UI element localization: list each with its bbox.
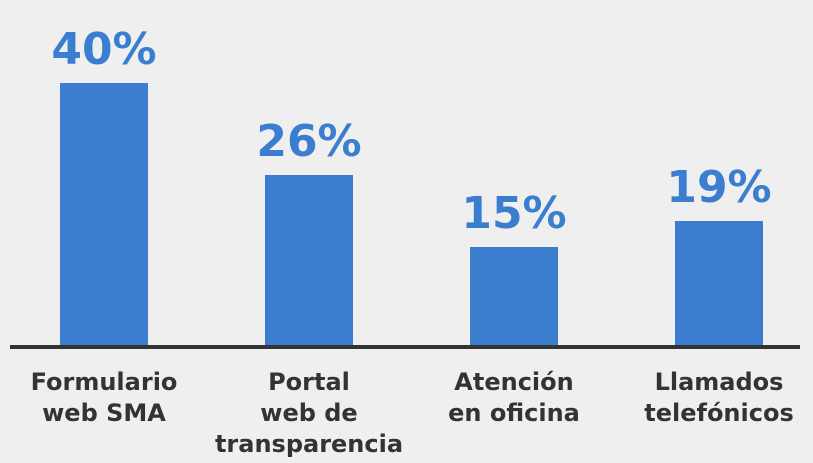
- category-label: Llamados telefónicos: [644, 368, 794, 427]
- category-label: Formulario web SMA: [30, 368, 178, 427]
- value-label: 19%: [666, 161, 772, 213]
- baseline: [10, 345, 800, 349]
- bar: [675, 220, 763, 345]
- category-label: Portal web de transparencia: [214, 368, 404, 458]
- bar: [60, 83, 148, 345]
- value-label: 40%: [51, 24, 157, 75]
- value-label: 26%: [256, 115, 362, 167]
- bar: [470, 246, 558, 345]
- bar: [265, 174, 353, 345]
- category-label: Atención en oficina: [448, 368, 580, 427]
- value-label: 15%: [461, 187, 567, 239]
